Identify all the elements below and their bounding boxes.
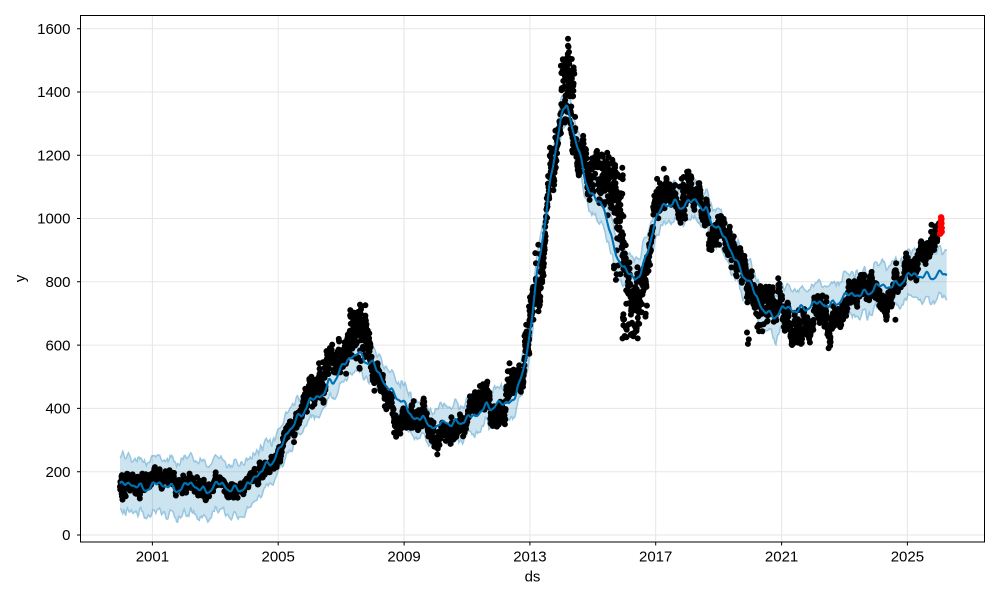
svg-text:0: 0 bbox=[62, 527, 70, 544]
svg-text:2013: 2013 bbox=[513, 549, 546, 566]
svg-text:2009: 2009 bbox=[387, 549, 420, 566]
svg-text:800: 800 bbox=[45, 274, 70, 291]
svg-text:2005: 2005 bbox=[262, 549, 295, 566]
svg-text:2025: 2025 bbox=[891, 549, 924, 566]
svg-text:y: y bbox=[12, 274, 29, 282]
svg-text:200: 200 bbox=[45, 464, 70, 481]
svg-text:1200: 1200 bbox=[37, 147, 70, 164]
svg-text:1600: 1600 bbox=[37, 21, 70, 38]
svg-text:ds: ds bbox=[525, 569, 541, 586]
svg-text:2021: 2021 bbox=[765, 549, 798, 566]
svg-text:1400: 1400 bbox=[37, 84, 70, 101]
svg-text:2017: 2017 bbox=[639, 549, 672, 566]
svg-text:400: 400 bbox=[45, 401, 70, 418]
svg-text:600: 600 bbox=[45, 337, 70, 354]
svg-text:1000: 1000 bbox=[37, 211, 70, 228]
svg-text:2001: 2001 bbox=[136, 549, 169, 566]
